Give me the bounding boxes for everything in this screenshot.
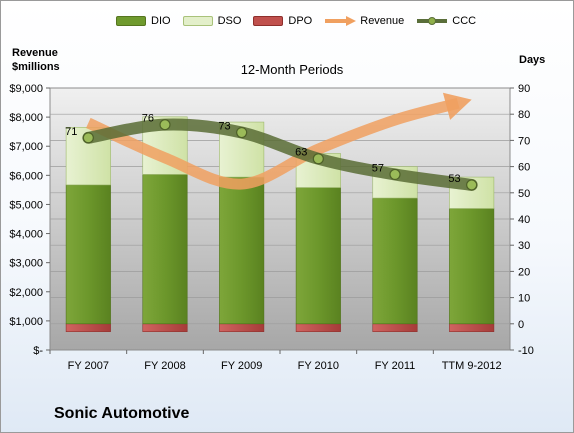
x-tick-label: FY 2009 bbox=[221, 360, 262, 372]
legend-item-revenue: Revenue bbox=[324, 15, 404, 27]
ccc-data-label: 76 bbox=[142, 113, 154, 125]
bar-dpo bbox=[142, 323, 188, 332]
right-tick-label: 90 bbox=[518, 83, 530, 95]
ccc-marker bbox=[82, 132, 94, 144]
company-name: Sonic Automotive bbox=[54, 405, 190, 422]
bar-dio bbox=[295, 187, 341, 325]
right-tick-label: 30 bbox=[518, 240, 530, 252]
legend-label-dso: DSO bbox=[217, 15, 242, 27]
legend-item-ccc: CCC bbox=[416, 15, 476, 27]
legend-item-dso: DSO bbox=[182, 15, 242, 27]
x-tick-label: FY 2007 bbox=[68, 360, 109, 372]
x-tick-label: FY 2011 bbox=[375, 360, 416, 372]
ccc-data-label: 63 bbox=[295, 147, 307, 159]
plot-title: 12-Month Periods bbox=[240, 62, 344, 77]
ccc-data-label: 71 bbox=[65, 126, 77, 138]
left-tick-label: $8,000 bbox=[9, 112, 43, 124]
right-tick-label: 0 bbox=[518, 319, 524, 331]
right-tick-label: -10 bbox=[518, 345, 534, 357]
left-tick-label: $4,000 bbox=[9, 229, 43, 241]
legend-label-revenue: Revenue bbox=[360, 15, 405, 27]
left-axis-title: Revenue $millions bbox=[12, 46, 60, 74]
right-tick-label: 20 bbox=[518, 266, 530, 278]
ccc-marker bbox=[312, 153, 324, 165]
right-tick-label: 80 bbox=[518, 109, 530, 121]
ccc-marker bbox=[159, 119, 171, 131]
x-tick-label: FY 2008 bbox=[144, 360, 185, 372]
right-tick-label: 70 bbox=[518, 135, 530, 147]
legend-swatch-ccc bbox=[417, 17, 448, 25]
legend-item-dio: DIO bbox=[116, 15, 171, 27]
left-tick-label: $3,000 bbox=[9, 258, 43, 270]
ccc-data-label: 53 bbox=[448, 173, 460, 185]
bar-dpo bbox=[65, 323, 111, 332]
revenue-line bbox=[86, 97, 460, 190]
legend-swatch-dio bbox=[116, 16, 146, 26]
bar-dio bbox=[372, 197, 418, 325]
bar-dpo bbox=[372, 323, 418, 332]
left-tick-label: $1,000 bbox=[9, 316, 43, 328]
ccc-line bbox=[82, 118, 478, 191]
left-tick-label: $9,000 bbox=[9, 83, 43, 95]
x-tick-label: TTM 9-2012 bbox=[442, 360, 502, 372]
bar-dpo bbox=[295, 323, 341, 332]
right-tick-label: 10 bbox=[518, 293, 530, 305]
ccc-marker bbox=[466, 179, 478, 191]
legend-label-dpo: DPO bbox=[288, 15, 313, 27]
ccc-data-label: 57 bbox=[372, 162, 384, 174]
legend-label-dio: DIO bbox=[151, 15, 171, 27]
bar-dpo bbox=[449, 323, 495, 332]
bar-dio bbox=[219, 176, 265, 325]
right-tick-label: 40 bbox=[518, 214, 530, 226]
legend-item-dpo: DPO bbox=[253, 15, 312, 27]
bar-dio bbox=[142, 174, 188, 325]
legend: DIO DSO DPO Revenue CCC bbox=[116, 15, 488, 27]
legend-swatch-dpo bbox=[253, 16, 284, 26]
x-tick-label: FY 2010 bbox=[298, 360, 339, 372]
ccc-marker bbox=[389, 168, 401, 181]
right-tick-label: 50 bbox=[518, 188, 530, 200]
bar-dpo bbox=[219, 323, 265, 332]
left-tick-label: $5,000 bbox=[9, 199, 43, 211]
left-axis-title-line2: $millions bbox=[12, 61, 60, 73]
left-tick-label: $6,000 bbox=[9, 170, 43, 182]
ccc-data-label: 73 bbox=[218, 121, 230, 133]
right-tick-label: 60 bbox=[518, 162, 530, 174]
bar-dio bbox=[65, 184, 111, 325]
left-tick-label: $7,000 bbox=[9, 141, 43, 153]
bar-dio bbox=[449, 208, 495, 325]
right-axis-title: Days bbox=[519, 54, 546, 66]
left-axis-title-line1: Revenue bbox=[12, 47, 58, 59]
legend-swatch-dso bbox=[182, 16, 213, 26]
ccc-marker bbox=[236, 126, 248, 139]
revenue-arrowhead bbox=[442, 92, 472, 120]
legend-label-ccc: CCC bbox=[452, 15, 477, 27]
left-tick-label: $2,000 bbox=[9, 287, 43, 299]
left-tick-label: $- bbox=[33, 345, 43, 357]
legend-swatch-revenue bbox=[325, 16, 357, 26]
